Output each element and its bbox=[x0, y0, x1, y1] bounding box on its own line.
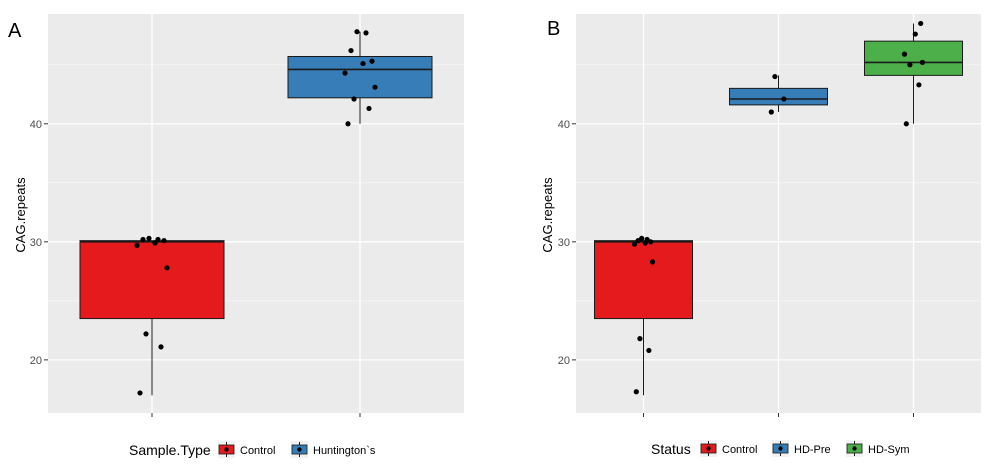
panel-b-legend-label-hd-sym: HD-Sym bbox=[868, 444, 910, 456]
panel-a-huntington-s-box bbox=[287, 55, 433, 99]
panel-b-control-data-point bbox=[637, 336, 643, 342]
panel-b-hd-sym-data-point bbox=[918, 20, 924, 27]
panel-a-control-data-point bbox=[152, 240, 158, 246]
panel-b-legend-key-point-hd-pre bbox=[778, 446, 783, 451]
panel-a-control-data-point bbox=[155, 236, 161, 243]
panel-a-huntington-s-data-point bbox=[348, 47, 354, 54]
panel-a-legend-title: Sample.Type bbox=[129, 442, 211, 458]
panel-a-legend-label-huntington-s: Huntington`s bbox=[313, 445, 376, 457]
panel-b-hd-sym-data-point bbox=[916, 82, 922, 88]
panel-b-hd-pre-box bbox=[729, 87, 828, 106]
panel-b-y-tick-label: 30 bbox=[558, 237, 570, 249]
panel-a-control-data-point bbox=[140, 236, 146, 243]
panel-a-huntington-s-data-point bbox=[372, 84, 378, 90]
panel-b-hd-sym-data-point bbox=[907, 62, 913, 68]
panel-a-control-data-point bbox=[137, 390, 143, 396]
panel-b-hd-sym-box bbox=[864, 40, 963, 76]
panel-a-huntington-s-data-point bbox=[345, 121, 351, 127]
panel-a-huntington-s-data-point bbox=[366, 105, 372, 112]
panel-a-control-data-point bbox=[146, 235, 152, 241]
panel-a-control-data-point bbox=[143, 331, 149, 337]
panel-b-control-data-point bbox=[649, 259, 656, 265]
panel-a-label: A bbox=[8, 20, 22, 42]
panel-b-y-tick-label: 20 bbox=[558, 355, 570, 367]
panel-b-legend-label-hd-pre: HD-Pre bbox=[794, 444, 831, 456]
panel-b-hd-pre-data-point bbox=[772, 73, 778, 80]
panel-a-y-axis-title: CAG.repeats bbox=[13, 177, 28, 253]
panel-a-huntington-s-data-point bbox=[369, 58, 375, 64]
panel-a-control-data-point bbox=[134, 242, 140, 248]
panel-a-huntington-s-data-point bbox=[342, 70, 348, 76]
panel-b-legend-key-point-hd-sym bbox=[852, 446, 857, 451]
panel-b-control-data-point bbox=[646, 347, 652, 354]
panel-b-label: B bbox=[547, 18, 560, 40]
panel-b-control-box bbox=[594, 240, 693, 320]
panel-b-hd-pre-data-point bbox=[768, 109, 774, 115]
panel-b-y-tick-label: 40 bbox=[558, 119, 570, 131]
panel-b-y-axis-title: CAG.repeats bbox=[540, 177, 555, 253]
panel-b-hd-sym-data-point bbox=[919, 59, 926, 65]
panel-b-hd-pre-data-point bbox=[781, 96, 787, 102]
panel-b-legend-label-control: Control bbox=[722, 444, 757, 456]
panel-b-control-data-point bbox=[633, 389, 639, 395]
panel-b-control-data-point bbox=[631, 241, 638, 247]
panel-a-huntington-s-data-point bbox=[360, 60, 366, 67]
panel-a-legend-key-point-control bbox=[224, 447, 229, 452]
panel-b: B CAG.repeats Status 20 30 40 Control HD-Pre… bbox=[540, 14, 981, 457]
panel-a-huntington-s-data-point bbox=[354, 29, 360, 35]
panel-a-y-tick-label: 30 bbox=[30, 237, 42, 249]
panel-a-y-tick-label: 40 bbox=[30, 119, 42, 131]
panel-a-control-data-point bbox=[158, 344, 164, 350]
panel-a-legend-key-point-huntington-s bbox=[297, 447, 302, 452]
panel-a-legend-label-control: Control bbox=[240, 445, 275, 457]
panel-b-legend-key-point-control bbox=[706, 446, 711, 451]
panel-b-hd-sym-data-point bbox=[912, 31, 918, 37]
panel-a-control-data-point bbox=[161, 238, 167, 244]
panel-b-legend-title: Status bbox=[651, 441, 691, 457]
panel-a-huntington-s-data-point bbox=[351, 96, 357, 102]
panel-a-y-tick-label: 20 bbox=[30, 355, 42, 367]
panel-b-control-data-point bbox=[639, 235, 645, 241]
panel-a-huntington-s-data-point bbox=[363, 30, 369, 36]
panel-b-hd-sym-data-point bbox=[901, 51, 908, 57]
panel-b-control-data-point bbox=[644, 236, 650, 243]
panel-a-control-box bbox=[79, 240, 225, 320]
panel-b-hd-sym-data-point bbox=[903, 121, 909, 127]
panel-a: A CAG.repeats Sample.Type 20 30 40 Control H… bbox=[8, 14, 464, 458]
panel-a-control-data-point bbox=[164, 265, 170, 271]
